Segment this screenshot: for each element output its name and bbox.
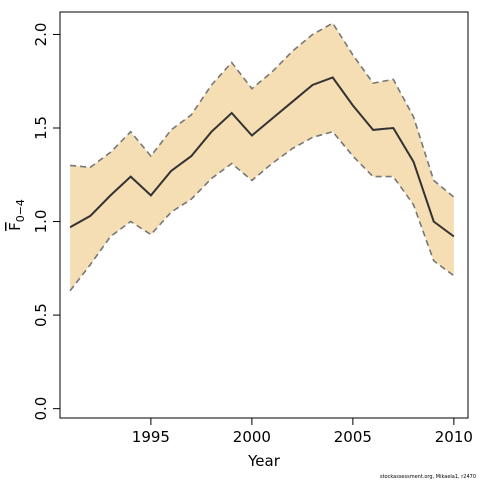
- y-tick-label: 2.0: [32, 23, 50, 47]
- y-axis-title-subscript: 0−4: [14, 199, 27, 222]
- y-axis: 0.0 0.5 1.0 1.5 2.0: [32, 23, 60, 421]
- svg-text:F0−4: F0−4: [6, 199, 27, 231]
- x-axis: 1995 2000 2005 2010: [132, 418, 473, 446]
- x-tick-label: 2005: [334, 428, 372, 446]
- credit-text: stockassessment.org, Mikaela1, r2470: [380, 474, 476, 480]
- y-tick-label: 1.0: [32, 210, 50, 234]
- confidence-band: [70, 23, 454, 291]
- x-tick-label: 1995: [132, 428, 170, 446]
- series-lower-bound: [69, 130, 455, 292]
- y-tick-label: 0.5: [32, 303, 50, 327]
- x-axis-title: Year: [247, 452, 281, 470]
- y-tick-label: 0.0: [32, 397, 50, 421]
- plot-layer: [69, 22, 455, 292]
- plot-frame: [59, 11, 469, 419]
- x-tick-label: 2010: [435, 428, 473, 446]
- y-tick-label: 1.5: [32, 116, 50, 140]
- y-axis-title: F0−4: [6, 199, 27, 231]
- series-estimate: [69, 76, 455, 238]
- y-axis-title-main: F: [6, 222, 24, 231]
- x-tick-label: 2000: [233, 428, 271, 446]
